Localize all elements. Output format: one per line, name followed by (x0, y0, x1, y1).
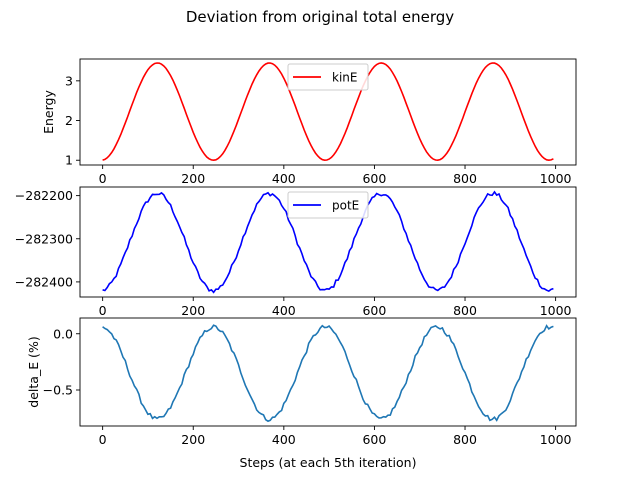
x-tick-label: 200 (181, 303, 205, 318)
x-tick-label: 400 (272, 432, 296, 447)
x-axis-label: Steps (at each 5th iteration) (240, 455, 417, 470)
subplot-1: 0 200 400 600 800 1000 1 2 3 Energy kinE (41, 58, 577, 186)
x-tick-label: 600 (362, 303, 386, 318)
figure-title: Deviation from original total energy (186, 8, 454, 26)
y-tick-label: 2 (65, 113, 73, 128)
y-tick-label: −282400 (15, 274, 73, 289)
y-tick-label: −282200 (15, 188, 73, 203)
x-tick-label: 400 (272, 303, 296, 318)
x-tick-label: 600 (362, 171, 386, 186)
x-tick-label: 1000 (540, 171, 572, 186)
x-tick-label: 0 (99, 303, 107, 318)
x-tick-label: 800 (453, 171, 477, 186)
series-line-potE (102, 190, 554, 294)
x-tick-label: 600 (362, 432, 386, 447)
y-tick-label: −0.5 (43, 383, 73, 398)
axes-frame (79, 58, 577, 166)
legend-box (287, 191, 369, 219)
x-tick-label: 1000 (540, 303, 572, 318)
y-tick-label: −282300 (15, 231, 73, 246)
subplot-panels: 0 200 400 600 800 1000 1 2 3 Energy kinE 0 200 400 600… (15, 58, 577, 447)
y-tick-label: 3 (65, 73, 73, 88)
x-tick-label: 800 (453, 432, 477, 447)
legend: potE (287, 191, 369, 219)
y-tick-label: 1 (65, 153, 73, 168)
x-tick-label: 1000 (540, 432, 572, 447)
legend: kinE (287, 63, 369, 91)
x-tick-label: 200 (181, 432, 205, 447)
x-tick-label: 0 (99, 171, 107, 186)
legend-box (287, 63, 369, 91)
series-line-kinE (102, 62, 554, 162)
axes-frame (79, 317, 577, 427)
y-axis-label: delta_E (%) (26, 336, 41, 407)
legend-label: potE (332, 199, 359, 213)
y-tick-label: 0.0 (53, 326, 73, 341)
axes-frame (79, 186, 577, 298)
series-line-delta_E (102, 324, 554, 423)
x-tick-label: 400 (272, 171, 296, 186)
x-tick-label: 0 (99, 432, 107, 447)
x-tick-label: 800 (453, 303, 477, 318)
x-tick-label: 200 (181, 171, 205, 186)
subplot-2: 0 200 400 600 800 1000 −282200 −282300 −282400 po… (15, 186, 577, 318)
y-axis-label: Energy (41, 90, 56, 134)
legend-label: kinE (332, 71, 357, 85)
